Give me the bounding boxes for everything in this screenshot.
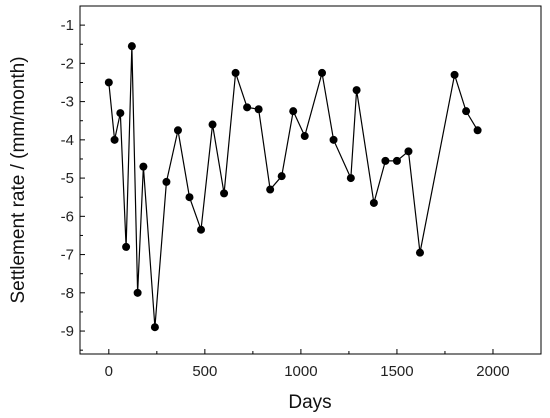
data-point: [450, 70, 459, 79]
series-line-group: [108, 46, 479, 328]
series-points-group: [104, 42, 482, 332]
data-point: [173, 126, 182, 135]
y-tick-label: -1: [61, 17, 74, 34]
data-point: [220, 189, 229, 198]
y-tick-label: -2: [61, 55, 74, 72]
data-point: [139, 162, 148, 171]
data-point: [116, 109, 125, 118]
data-point: [473, 126, 482, 135]
x-axis-title: Days: [288, 392, 331, 413]
data-point: [243, 103, 252, 112]
x-tick-label: 1500: [380, 363, 413, 380]
data-point: [231, 68, 240, 77]
y-tick-label: -9: [61, 323, 74, 340]
plot-frame: [79, 5, 542, 355]
x-tick-label: 0: [105, 363, 113, 380]
x-axis-ticks: 0 500 1000 1500 2000: [105, 349, 510, 380]
data-point: [197, 225, 206, 234]
data-point: [104, 78, 113, 87]
y-axis-title: Settlement rate / (mm/month): [8, 56, 29, 303]
data-point: [352, 86, 361, 95]
y-tick-label: -3: [61, 94, 74, 111]
data-point: [346, 174, 355, 183]
y-tick-label: -8: [61, 285, 74, 302]
y-axis-ticks: -1 -2 -3 -4 -5 -6 -7 -8 -9: [61, 17, 85, 351]
data-point: [162, 177, 171, 186]
data-point: [122, 242, 131, 251]
series-line: [108, 46, 479, 328]
x-tick-label: 1000: [284, 363, 317, 380]
data-point: [277, 172, 286, 181]
data-point: [208, 120, 217, 129]
data-point: [289, 107, 298, 116]
data-point: [318, 68, 327, 77]
data-point: [110, 135, 119, 144]
data-point: [415, 248, 424, 257]
data-point: [150, 323, 159, 332]
y-tick-label: -5: [61, 170, 74, 187]
data-point: [133, 288, 142, 297]
data-point: [266, 185, 275, 194]
y-tick-label: -7: [61, 247, 74, 264]
data-point: [392, 156, 401, 165]
plot-area-border: [79, 5, 542, 355]
y-tick-label: -6: [61, 208, 74, 225]
data-point: [462, 107, 471, 116]
data-point: [185, 193, 194, 202]
data-point: [127, 42, 136, 51]
data-point: [329, 135, 338, 144]
x-tick-label: 500: [192, 363, 217, 380]
data-point: [381, 156, 390, 165]
data-point: [254, 105, 263, 114]
data-point: [404, 147, 413, 156]
data-point: [300, 132, 309, 141]
x-tick-label: 2000: [476, 363, 509, 380]
data-point: [369, 198, 378, 207]
y-tick-label: -4: [61, 132, 74, 149]
